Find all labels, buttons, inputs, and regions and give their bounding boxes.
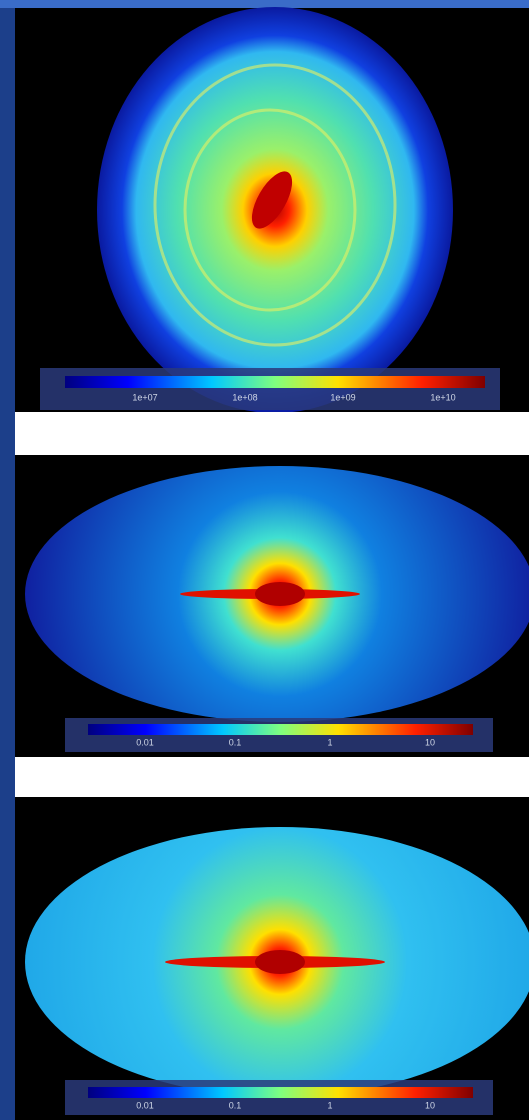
colorbar [65,376,485,388]
galactic-bulge [255,950,305,974]
colorbar-label: 10 [425,737,435,747]
colorbar [88,1087,473,1098]
separator [15,412,529,455]
colorbar-label: 0.1 [229,737,242,747]
top-bar [0,0,529,8]
colorbar-label: 1e+10 [430,392,455,402]
separator [15,757,529,797]
colorbar-label: 1e+08 [232,392,257,402]
colorbar-label: 1 [327,1100,332,1110]
colorbar [88,724,473,735]
galactic-bulge [255,582,305,606]
colorbar-label: 1e+07 [132,392,157,402]
colorbar-label: 1e+09 [330,392,355,402]
screenshot: 1e+07 1e+08 1e+09 1e+10 0.01 0.1 1 10 0.… [0,0,529,1120]
colorbar-label: 0.01 [136,1100,154,1110]
colorbar-label: 0.01 [136,737,154,747]
colorbar-label: 1 [327,737,332,747]
colorbar-label: 0.1 [229,1100,242,1110]
colorbar-box [40,368,500,410]
colorbar-label: 10 [425,1100,435,1110]
